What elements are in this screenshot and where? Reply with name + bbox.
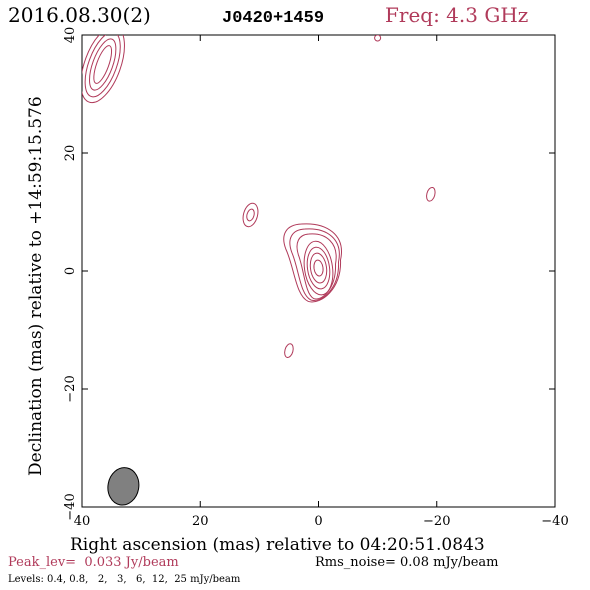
contour-level-2 — [296, 233, 337, 300]
contour-levels: Levels: 0.4, 0.8, 2, 3, 6, 12, 25 mJy/be… — [8, 574, 241, 585]
contour-level-3 — [303, 240, 334, 296]
contour-level-0.4 — [426, 186, 436, 202]
contour-level-0.4 — [82, 35, 125, 104]
frequency-label: Freq: 4.3 GHz — [385, 3, 528, 27]
x-tick-labels: 40 20 0 −20 −40 — [74, 514, 569, 529]
y-tick-label: 0 — [63, 267, 78, 275]
y-tick-labels: 40 20 0 −20 −40 — [63, 27, 78, 521]
peak-level: Peak_lev= 0.033 Jy/beam — [8, 555, 179, 570]
contour-level-3 — [93, 45, 113, 84]
y-tick-label: 40 — [63, 27, 78, 44]
y-tick-label: −20 — [63, 375, 78, 402]
x-tick-label: −40 — [541, 514, 568, 529]
contour-level-0.8 — [246, 208, 255, 222]
epoch-label: 2016.08.30(2) — [8, 3, 151, 27]
axis-ticks — [81, 34, 556, 508]
x-tick-label: 40 — [74, 514, 91, 529]
contours — [82, 35, 436, 358]
source-name: J0420+1459 — [222, 9, 324, 28]
contour-level-2 — [89, 38, 117, 91]
x-tick-label: 20 — [192, 514, 209, 529]
x-tick-label: −20 — [423, 514, 450, 529]
contour-level-25 — [313, 259, 324, 277]
contour-level-0.4 — [283, 223, 342, 303]
beam-ellipse — [107, 467, 140, 506]
x-axis-label: Right ascension (mas) relative to 04:20:… — [70, 535, 485, 555]
contour-level-12 — [309, 252, 328, 284]
contour-level-6 — [306, 246, 331, 290]
rms-noise: Rms_noise= 0.08 mJy/beam — [315, 555, 498, 570]
x-tick-label: 0 — [314, 514, 322, 529]
contour-level-0.4 — [242, 202, 259, 228]
contour-level-0.8 — [289, 228, 340, 301]
y-tick-label: 20 — [63, 145, 78, 162]
y-axis-label: Declination (mas) relative to +14:59:15.… — [26, 96, 46, 476]
plot-frame — [81, 34, 556, 508]
y-tick-label: −40 — [63, 493, 78, 520]
contour-level-0.8 — [84, 35, 121, 98]
contour-level-0.4 — [374, 35, 382, 42]
contour-level-0.4 — [284, 343, 294, 358]
